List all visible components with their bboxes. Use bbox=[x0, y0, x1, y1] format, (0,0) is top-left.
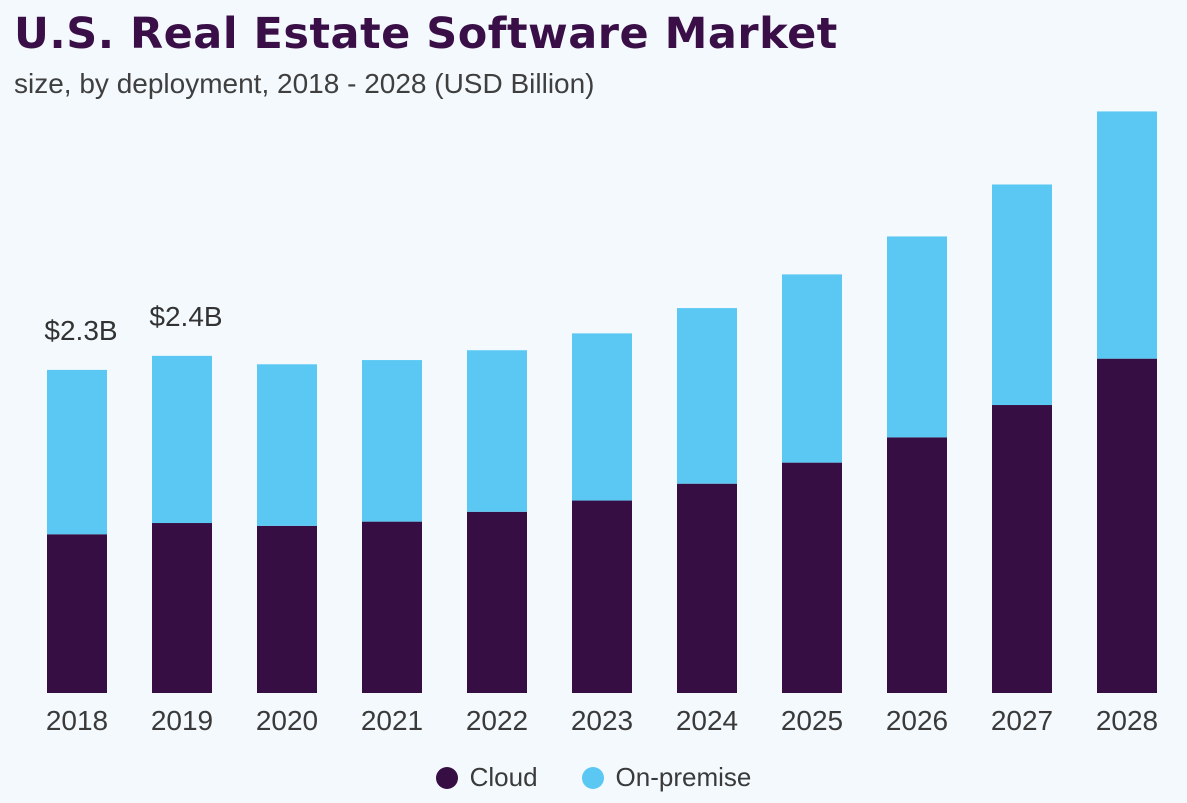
bar-cloud-2025 bbox=[782, 462, 842, 693]
bar-cloud-2028 bbox=[1097, 358, 1157, 693]
bar-on-premise-2027 bbox=[992, 184, 1052, 406]
legend-swatch-cloud bbox=[435, 766, 458, 789]
x-tick-label-2023: 2023 bbox=[571, 705, 633, 736]
data-label-2018: $2.3B bbox=[44, 315, 117, 346]
x-tick-label-2018: 2018 bbox=[46, 705, 108, 736]
bar-cloud-2027 bbox=[992, 405, 1052, 693]
bar-on-premise-2024 bbox=[677, 308, 737, 484]
x-tick-label-2028: 2028 bbox=[1096, 705, 1158, 736]
bar-on-premise-2026 bbox=[887, 236, 947, 438]
legend-label-on-premise: On-premise bbox=[615, 762, 752, 792]
bar-on-premise-2018 bbox=[47, 369, 107, 535]
x-tick-label-2026: 2026 bbox=[886, 705, 948, 736]
legend-item-on-premise: On-premise bbox=[581, 762, 752, 793]
bar-cloud-2022 bbox=[467, 511, 527, 693]
chart-title: U.S. Real Estate Software Market bbox=[14, 9, 838, 59]
bar-on-premise-2025 bbox=[782, 274, 842, 463]
x-tick-label-2021: 2021 bbox=[361, 705, 423, 736]
chart-subtitle: size, by deployment, 2018 - 2028 (USD Bi… bbox=[14, 68, 595, 99]
x-tick-label-2024: 2024 bbox=[676, 705, 738, 736]
bar-cloud-2018 bbox=[47, 534, 107, 693]
legend-label-cloud: Cloud bbox=[469, 762, 538, 792]
x-tick-label-2020: 2020 bbox=[256, 705, 318, 736]
bar-cloud-2026 bbox=[887, 437, 947, 693]
legend: Cloud On-premise bbox=[0, 762, 1187, 793]
bar-cloud-2019 bbox=[152, 523, 212, 693]
x-tick-label-2022: 2022 bbox=[466, 705, 528, 736]
bar-cloud-2021 bbox=[362, 521, 422, 693]
bar-cloud-2020 bbox=[257, 525, 317, 693]
bar-on-premise-2022 bbox=[467, 350, 527, 512]
bar-on-premise-2019 bbox=[152, 355, 212, 524]
x-tick-label-2019: 2019 bbox=[151, 705, 213, 736]
bar-on-premise-2020 bbox=[257, 364, 317, 526]
bar-cloud-2024 bbox=[677, 483, 737, 693]
x-tick-label-2027: 2027 bbox=[991, 705, 1053, 736]
bar-on-premise-2021 bbox=[362, 360, 422, 522]
legend-swatch-on-premise bbox=[581, 766, 604, 789]
legend-item-cloud: Cloud bbox=[435, 762, 538, 793]
bar-cloud-2023 bbox=[572, 500, 632, 693]
x-tick-label-2025: 2025 bbox=[781, 705, 843, 736]
bar-on-premise-2023 bbox=[572, 333, 632, 501]
data-label-2019: $2.4B bbox=[149, 301, 222, 332]
bar-on-premise-2028 bbox=[1097, 111, 1157, 359]
